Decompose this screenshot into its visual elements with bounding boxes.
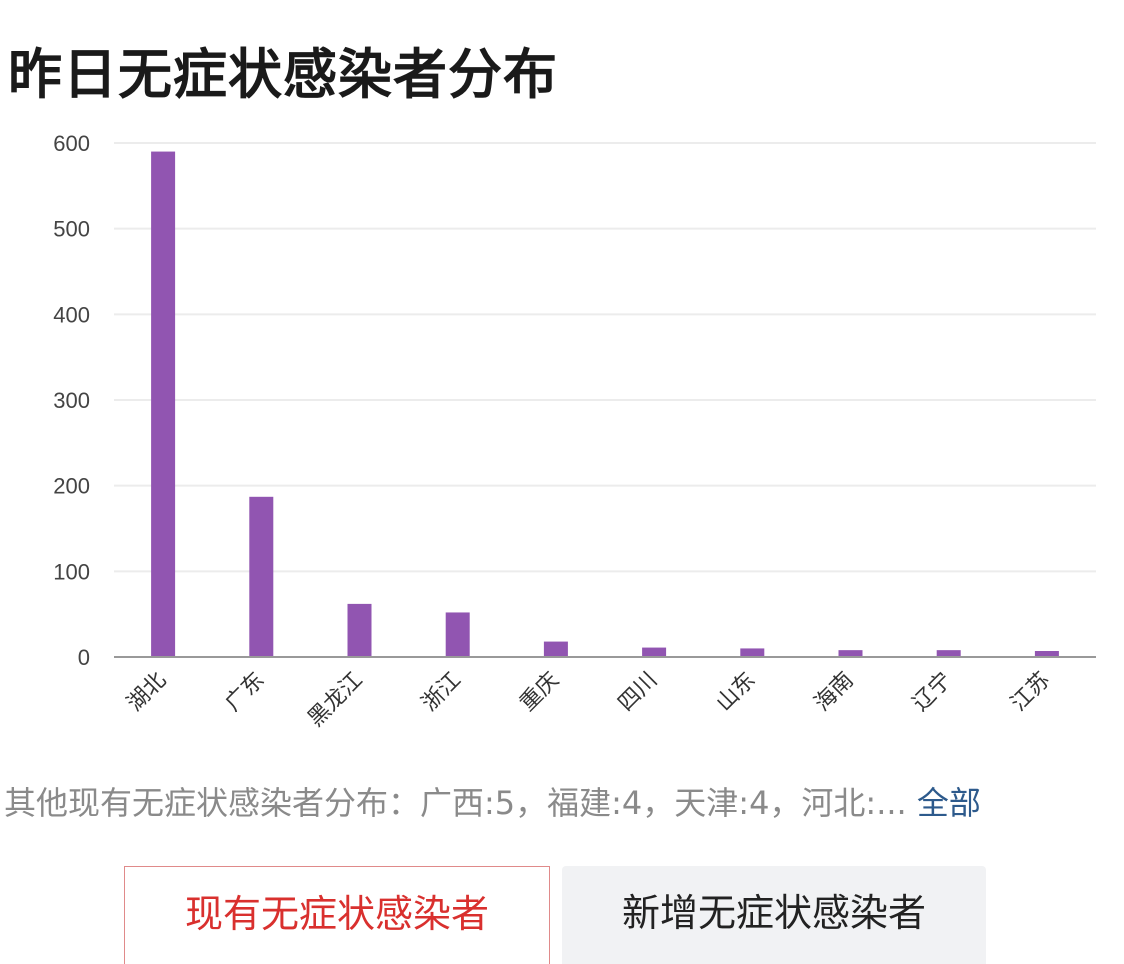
grid-lines <box>114 142 1096 573</box>
x-tick-label: 山东 <box>712 668 761 717</box>
x-tick-label: 湖北 <box>123 668 172 717</box>
bar[interactable] <box>740 648 765 657</box>
y-tick-label: 300 <box>53 388 90 413</box>
bar[interactable] <box>543 641 568 657</box>
y-tick-label: 200 <box>53 474 90 499</box>
bar[interactable] <box>936 650 961 657</box>
x-tick-label: 海南 <box>810 668 859 717</box>
bar-chart: 0 100 200 300 400 500 600 湖北 广东 黑龙江 浙江 重庆 四川 山东 海南 辽宁江… <box>53 131 1096 732</box>
bar[interactable] <box>642 647 667 657</box>
y-tick-label: 400 <box>53 302 90 327</box>
bars <box>151 151 1059 658</box>
tab-current-asymptomatic[interactable]: 现有无症状感染者 <box>124 866 550 964</box>
x-tick-label: 辽宁 <box>908 668 957 717</box>
x-tick-label: 黑龙江 <box>303 668 367 732</box>
x-axis-labels: 湖北 广东 黑龙江 浙江 重庆 四川 山东 海南 辽宁 江苏 <box>123 668 1056 732</box>
x-tick-label: 重庆 <box>515 668 564 717</box>
tab-new-asymptomatic[interactable]: 新增无症状感染者 <box>562 866 986 964</box>
y-tick-label: 0 <box>78 645 90 670</box>
other-distribution-text: 其他现有无症状感染者分布：广西:5，福建:4，天津:4，河北:... <box>4 784 907 822</box>
x-tick-label: 四川 <box>614 668 663 717</box>
y-tick-label: 500 <box>53 217 90 242</box>
bar[interactable] <box>1034 651 1059 657</box>
bar[interactable] <box>838 650 863 657</box>
view-all-link[interactable]: 全部 <box>916 784 981 822</box>
y-axis-ticks: 0 100 200 300 400 500 600 <box>53 131 90 670</box>
other-distribution-line: 其他现有无症状感染者分布：广西:5，福建:4，天津:4，河北:... 全部 <box>4 778 1120 824</box>
y-tick-label: 600 <box>53 131 90 156</box>
bar[interactable] <box>249 496 274 657</box>
x-tick-label: 广东 <box>221 668 270 717</box>
bar[interactable] <box>151 151 176 658</box>
bar[interactable] <box>445 612 470 657</box>
bar[interactable] <box>347 603 372 657</box>
y-tick-label: 100 <box>53 559 90 584</box>
x-tick-label: 江苏 <box>1006 668 1055 717</box>
page-title: 昨日无症状感染者分布 <box>8 43 558 106</box>
x-tick-label: 浙江 <box>417 668 466 717</box>
